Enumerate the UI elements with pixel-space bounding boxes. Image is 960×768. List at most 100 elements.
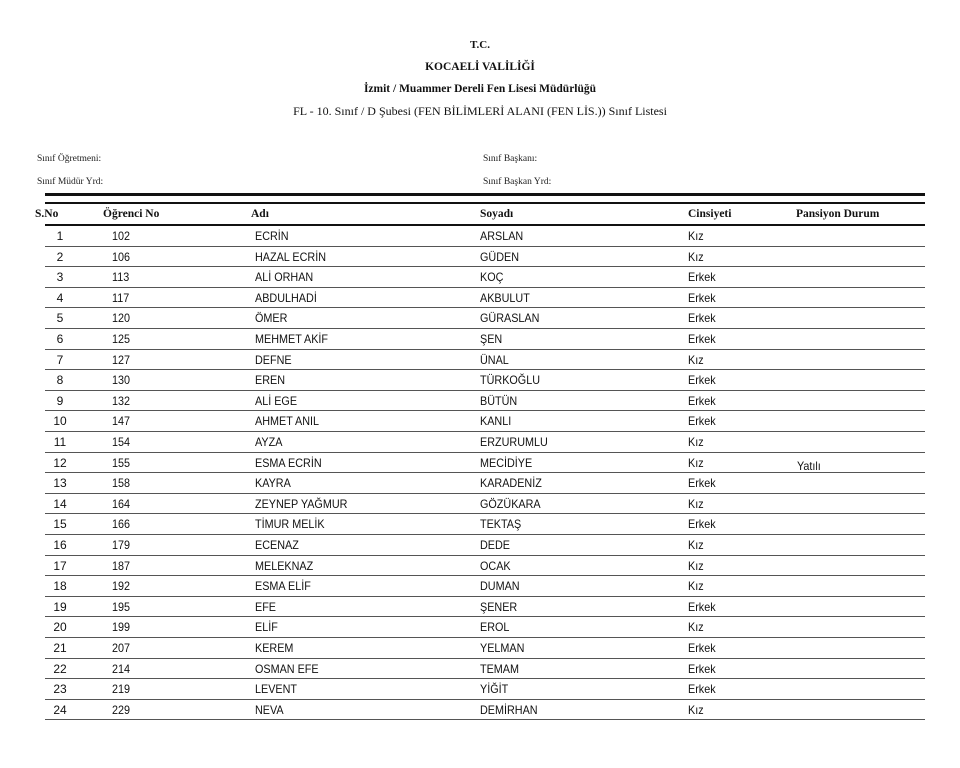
cell-student-no: 127 — [112, 352, 131, 367]
cell-gender: Erkek — [688, 332, 716, 346]
table-row: 15 166 TİMUR MELİK TEKTAŞ Erkek — [45, 514, 925, 535]
cell-surname: ŞEN — [480, 332, 503, 346]
cell-student-no: 117 — [112, 290, 130, 305]
table-row: 7 127 DEFNE ÜNAL Kız — [45, 350, 925, 371]
cell-student-no: 155 — [112, 455, 131, 470]
header-underline — [45, 224, 925, 226]
cell-boarding: Yatılı — [797, 458, 821, 473]
cell-gender: Erkek — [688, 311, 716, 326]
cell-student-no: 158 — [112, 476, 131, 491]
cell-sno: 19 — [53, 599, 67, 614]
cell-name: EREN — [255, 373, 286, 388]
cell-surname: ŞENER — [480, 599, 518, 614]
column-header-sno: S.No — [35, 208, 59, 220]
cell-student-no: 106 — [112, 249, 131, 264]
column-header-boarding: Pansiyon Durum — [796, 208, 880, 220]
cell-name: OSMAN EFE — [255, 661, 319, 676]
table-row: 16 179 ECENAZ DEDE Kız — [45, 535, 925, 556]
cell-name: LEVENT — [255, 682, 298, 697]
cell-name: ABDULHADİ — [255, 290, 317, 305]
cell-name: ELİF — [255, 620, 278, 635]
cell-sno: 18 — [53, 579, 67, 594]
cell-surname: ÜNAL — [480, 352, 509, 367]
cell-sno: 17 — [53, 558, 67, 573]
cell-name: ESMA ECRİN — [255, 455, 322, 470]
cell-sno: 3 — [56, 270, 64, 285]
table-row: 6 125 MEHMET AKİF ŞEN Erkek — [45, 329, 925, 350]
cell-gender: Kız — [688, 455, 704, 470]
table-row: 20 199 ELİF EROL Kız — [45, 617, 925, 638]
cell-gender: Erkek — [688, 290, 716, 305]
header-tc: T.C. — [470, 39, 490, 51]
cell-sno: 21 — [53, 641, 67, 655]
cell-sno: 8 — [56, 373, 64, 388]
header-school: İzmit / Muammer Dereli Fen Lisesi Müdürl… — [363, 83, 597, 95]
cell-gender: Kız — [688, 558, 704, 573]
divider-thick — [45, 193, 925, 196]
cell-gender: Erkek — [688, 517, 716, 532]
cell-sno: 16 — [53, 538, 67, 552]
cell-student-no: 132 — [112, 393, 131, 408]
cell-sno: 11 — [53, 435, 67, 449]
cell-student-no: 214 — [112, 661, 131, 676]
cell-student-no: 199 — [112, 620, 131, 635]
cell-student-no: 147 — [112, 414, 131, 429]
cell-gender: Kız — [688, 579, 704, 594]
cell-surname: DUMAN — [480, 579, 520, 594]
cell-name: ZEYNEP YAĞMUR — [255, 496, 348, 511]
cell-gender: Kız — [688, 496, 704, 511]
cell-gender: Kız — [688, 229, 704, 243]
table-row: 5 120 ÖMER GÜRASLAN Erkek — [45, 308, 925, 329]
table-row: 3 113 ALİ ORHAN KOÇ Erkek — [45, 267, 925, 288]
cell-surname: KARADENİZ — [480, 476, 542, 491]
cell-gender: Erkek — [688, 641, 716, 655]
cell-sno: 20 — [53, 620, 67, 635]
cell-student-no: 229 — [112, 702, 131, 717]
table-row: 13 158 KAYRA KARADENİZ Erkek — [45, 473, 925, 494]
cell-sno: 4 — [56, 290, 64, 305]
cell-gender: Erkek — [688, 599, 716, 614]
cell-gender: Kız — [688, 620, 704, 635]
table-row: 24 229 NEVA DEMİRHAN Kız — [45, 700, 925, 721]
cell-student-no: 125 — [112, 332, 131, 346]
cell-student-no: 113 — [112, 270, 130, 285]
cell-surname: OCAK — [480, 558, 511, 573]
cell-gender: Kız — [688, 249, 704, 264]
table-row: 12 155 ESMA ECRİN MECİDİYE Kız Yatılı — [45, 453, 925, 474]
cell-sno: 13 — [53, 476, 67, 491]
cell-surname: TEMAM — [480, 661, 520, 676]
cell-gender: Erkek — [688, 270, 716, 285]
cell-gender: Kız — [688, 435, 704, 449]
column-header-name: Adı — [251, 208, 269, 220]
cell-student-no: 187 — [112, 558, 131, 573]
cell-student-no: 166 — [112, 517, 131, 532]
table-row: 21 207 KEREM YELMAN Erkek — [45, 638, 925, 659]
cell-surname: YİĞİT — [480, 682, 509, 697]
cell-sno: 5 — [56, 311, 64, 326]
cell-gender: Erkek — [688, 476, 716, 491]
cell-surname: KANLI — [480, 414, 512, 429]
cell-surname: ARSLAN — [480, 229, 524, 243]
cell-surname: TÜRKOĞLU — [480, 373, 541, 388]
cell-gender: Erkek — [688, 682, 716, 697]
table-row: 10 147 AHMET ANIL KANLI Erkek — [45, 411, 925, 432]
cell-student-no: 195 — [112, 599, 131, 614]
cell-name: MELEKNAZ — [255, 558, 314, 573]
cell-name: ÖMER — [255, 311, 288, 326]
cell-sno: 9 — [56, 393, 64, 408]
table-row: 4 117 ABDULHADİ AKBULUT Erkek — [45, 288, 925, 309]
cell-sno: 23 — [53, 682, 67, 697]
cell-gender: Erkek — [688, 393, 716, 408]
vice-president-label: Sınıf Başkan Yrd: — [483, 177, 552, 187]
cell-name: DEFNE — [255, 352, 292, 367]
cell-surname: ERZURUMLU — [480, 435, 548, 449]
cell-surname: MECİDİYE — [480, 455, 533, 470]
cell-name: HAZAL ECRİN — [255, 249, 327, 264]
cell-student-no: 192 — [112, 579, 131, 594]
table-row: 17 187 MELEKNAZ OCAK Kız — [45, 556, 925, 577]
cell-surname: DEDE — [480, 538, 511, 552]
cell-gender: Kız — [688, 352, 704, 367]
cell-name: MEHMET AKİF — [255, 332, 329, 346]
cell-sno: 24 — [53, 702, 67, 717]
cell-name: AHMET ANIL — [255, 414, 320, 429]
